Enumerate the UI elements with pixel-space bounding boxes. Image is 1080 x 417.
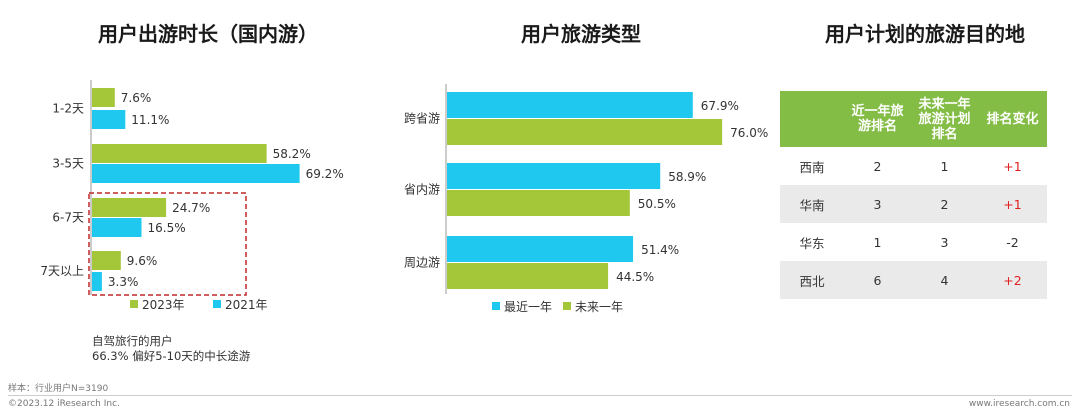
legend-marker [130,300,138,308]
legend-label: 未来一年 [575,300,623,314]
header-line: 近一年旅 [851,104,904,119]
bar [92,164,300,183]
table-header-rank-change: 排名变化 [978,91,1047,147]
data-label: 24.7% [172,201,210,215]
data-label: 51.4% [641,243,679,257]
table-row: 西南 2 1 +1 [780,147,1047,185]
category-label: 周边游 [404,256,440,270]
bar [92,88,115,107]
header-line: 未来一年 [918,96,971,112]
bar [92,144,267,163]
bar [92,198,167,217]
data-label: 50.5% [638,197,676,211]
table-header-plan-rank: 未来一年 旅游计划 排名 [911,91,978,147]
table-header-recent-rank: 近一年旅 游排名 [844,91,911,147]
copyright: ©2023.12 iResearch Inc. [8,399,120,409]
legend-label: 2021年 [225,298,268,312]
rank-change-cell: -2 [978,223,1047,261]
data-label: 44.5% [616,270,654,284]
region-cell: 华东 [780,223,844,261]
data-label: 67.9% [701,99,739,113]
header-line: 排名变化 [986,111,1039,127]
recent-rank-cell: 6 [844,261,911,299]
data-label: 9.6% [127,254,158,268]
data-label: 58.2% [273,147,311,161]
table-row: 华南 3 2 +1 [780,185,1047,223]
category-label: 6-7天 [52,211,84,225]
sample-note: 样本：行业用户N=3190 [8,384,109,394]
legend-marker [492,302,500,310]
category-label: 省内游 [404,183,440,197]
data-label: 58.9% [668,170,706,184]
legend-marker [563,302,571,310]
plan-rank-cell: 2 [911,185,978,223]
category-label: 1-2天 [52,102,84,116]
plan-rank-cell: 3 [911,223,978,261]
bar [92,272,102,291]
table-header-row: 近一年旅 游排名 未来一年 旅游计划 排名 排名变化 [780,91,1047,147]
bar [447,236,634,262]
bar [447,119,723,145]
bar [447,92,693,118]
table-row: 华东 1 3 -2 [780,223,1047,261]
destination-table: 近一年旅 游排名 未来一年 旅游计划 排名 排名变化 西南 2 1 +1 华南 … [780,91,1047,299]
recent-rank-cell: 1 [844,223,911,261]
legend-label: 最近一年 [504,300,552,314]
plan-rank-cell: 1 [911,147,978,185]
data-label: 11.1% [131,113,169,127]
category-label: 3-5天 [52,157,84,171]
recent-rank-cell: 2 [844,147,911,185]
chart1-title: 用户出游时长（国内游） [98,22,318,46]
category-label: 跨省游 [404,112,440,126]
legend-label: 2023年 [142,298,185,312]
region-cell: 华南 [780,185,844,223]
plan-rank-cell: 4 [911,261,978,299]
highlight-box [88,192,247,296]
rank-change-cell: +1 [978,147,1047,185]
bar [92,251,121,270]
table-title: 用户计划的旅游目的地 [825,22,1025,46]
header-line: 排名 [931,126,958,142]
header-line: 旅游计划 [918,111,971,127]
header-line: 游排名 [857,119,897,134]
footer-divider [8,395,1072,396]
legend-marker [213,300,221,308]
data-label: 16.5% [148,221,186,235]
category-label: 7天以上 [40,264,84,278]
chart1-annotation-line1: 自驾旅行的用户 [92,334,173,348]
region-cell: 西南 [780,147,844,185]
bar [447,263,609,289]
data-label: 3.3% [108,275,138,289]
chart2-title: 用户旅游类型 [521,22,641,46]
rank-change-cell: +1 [978,185,1047,223]
rank-change-cell: +2 [978,261,1047,299]
recent-rank-cell: 3 [844,185,911,223]
bar [447,190,630,216]
website: www.iresearch.com.cn [968,399,1070,409]
travel-type-chart: 跨省游 67.9% 76.0% 省内游 58.9% 50.5% 周边游 51.4% 44.5% 最… [404,84,768,314]
data-label: 76.0% [730,126,768,140]
table-row: 西北 6 4 +2 [780,261,1047,299]
duration-chart: 1-2天 7.6% 11.1% 3-5天 58.2% 69.2% 6-7天 24.7% 16.5… [40,80,344,312]
table-header-blank [780,91,844,147]
bar [92,110,126,129]
data-label: 69.2% [306,167,344,181]
bar [447,163,661,189]
bar [92,218,142,237]
region-cell: 西北 [780,261,844,299]
data-label: 7.6% [121,91,152,105]
chart1-annotation-line2: 66.3% 偏好5-10天的中长途游 [92,349,251,363]
